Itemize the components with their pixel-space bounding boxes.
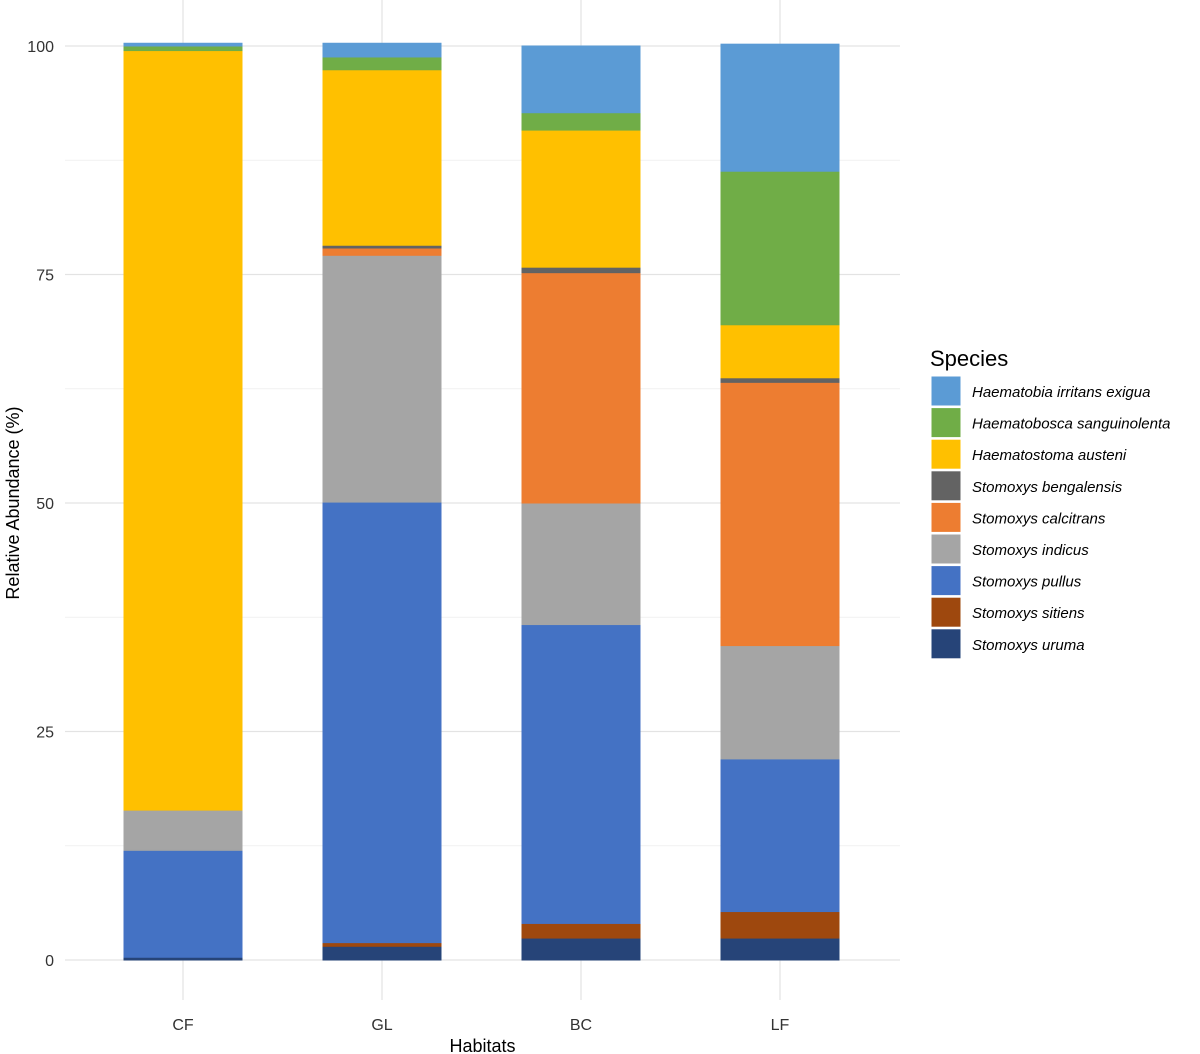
- y-tick-label: 100: [27, 39, 54, 56]
- x-tick-label: CF: [172, 1017, 194, 1034]
- bar-segment: [720, 43, 840, 172]
- bar-segment: [720, 645, 840, 760]
- bar-segment: [521, 922, 641, 939]
- bar-segment: [123, 809, 243, 851]
- legend-swatch: [931, 408, 961, 438]
- bar-stack-lf: [720, 43, 840, 961]
- legend-swatch: [931, 376, 961, 406]
- bar-segment: [720, 377, 840, 383]
- bar-segment: [322, 247, 442, 256]
- legend-label: Stomoxys pullus: [972, 574, 1082, 591]
- bar-segment: [521, 937, 641, 961]
- x-tick-label: GL: [371, 1017, 392, 1034]
- bar-segment: [322, 42, 442, 58]
- x-axis-title: Habitats: [449, 1036, 515, 1054]
- bar-segment: [521, 266, 641, 274]
- legend: Species Haematobia irritans exiguaHaemat…: [930, 346, 1170, 659]
- legend-label: Haematostoma austeni: [972, 447, 1127, 464]
- bar-stack-cf: [123, 42, 243, 961]
- legend-swatch: [931, 502, 961, 532]
- legend-swatch: [931, 597, 961, 627]
- legend-swatch: [931, 629, 961, 659]
- bar-segment: [720, 170, 840, 326]
- y-tick-label: 25: [36, 725, 54, 742]
- legend-swatch: [931, 534, 961, 564]
- bar-segment: [123, 849, 243, 958]
- bar-segment: [322, 56, 442, 71]
- legend-label: Haematobia irritans exigua: [972, 384, 1150, 401]
- legend-swatch: [931, 566, 961, 596]
- bar-segment: [521, 502, 641, 626]
- bar-segment: [322, 501, 442, 944]
- bar-segment: [123, 45, 243, 52]
- y-axis-ticks: 0 25 50 75 100: [27, 39, 54, 970]
- bar-segment: [720, 758, 840, 913]
- bars: [123, 42, 840, 961]
- legend-title: Species: [930, 346, 1008, 371]
- bar-segment: [720, 324, 840, 379]
- legend-swatch: [931, 439, 961, 469]
- y-tick-label: 75: [36, 268, 54, 285]
- bar-segment: [521, 624, 641, 924]
- bar-segment: [521, 45, 641, 114]
- legend-label: Haematobosca sanguinolenta: [972, 416, 1170, 433]
- y-tick-label: 0: [45, 953, 54, 970]
- bar-stack-gl: [322, 42, 442, 961]
- legend-label: Stomoxys uruma: [972, 637, 1085, 654]
- bar-segment: [521, 272, 641, 504]
- bar-segment: [123, 50, 243, 811]
- legend-swatch: [931, 471, 961, 501]
- bar-segment: [720, 911, 840, 939]
- bar-segment: [521, 112, 641, 131]
- bar-segment: [720, 937, 840, 961]
- legend-label: Stomoxys indicus: [972, 542, 1089, 559]
- bar-segment: [322, 254, 442, 503]
- bar-segment: [322, 942, 442, 947]
- legend-label: Stomoxys bengalensis: [972, 479, 1123, 496]
- legend-label: Stomoxys sitiens: [972, 605, 1085, 622]
- bar-segment: [123, 42, 243, 47]
- bar-stack-bc: [521, 45, 641, 961]
- x-tick-label: BC: [570, 1017, 592, 1034]
- legend-label: Stomoxys calcitrans: [972, 510, 1106, 527]
- bar-segment: [322, 69, 442, 246]
- bar-segment: [720, 381, 840, 647]
- bar-segment: [521, 129, 641, 268]
- bar-segment: [322, 945, 442, 961]
- x-axis-ticks: CF GL BC LF: [172, 1017, 789, 1034]
- x-tick-label: LF: [771, 1017, 790, 1034]
- legend-items: Haematobia irritans exigua Haematobosca s…: [931, 376, 1170, 659]
- y-tick-label: 50: [36, 496, 54, 513]
- y-axis-title: Relative Abundance (%): [3, 406, 23, 599]
